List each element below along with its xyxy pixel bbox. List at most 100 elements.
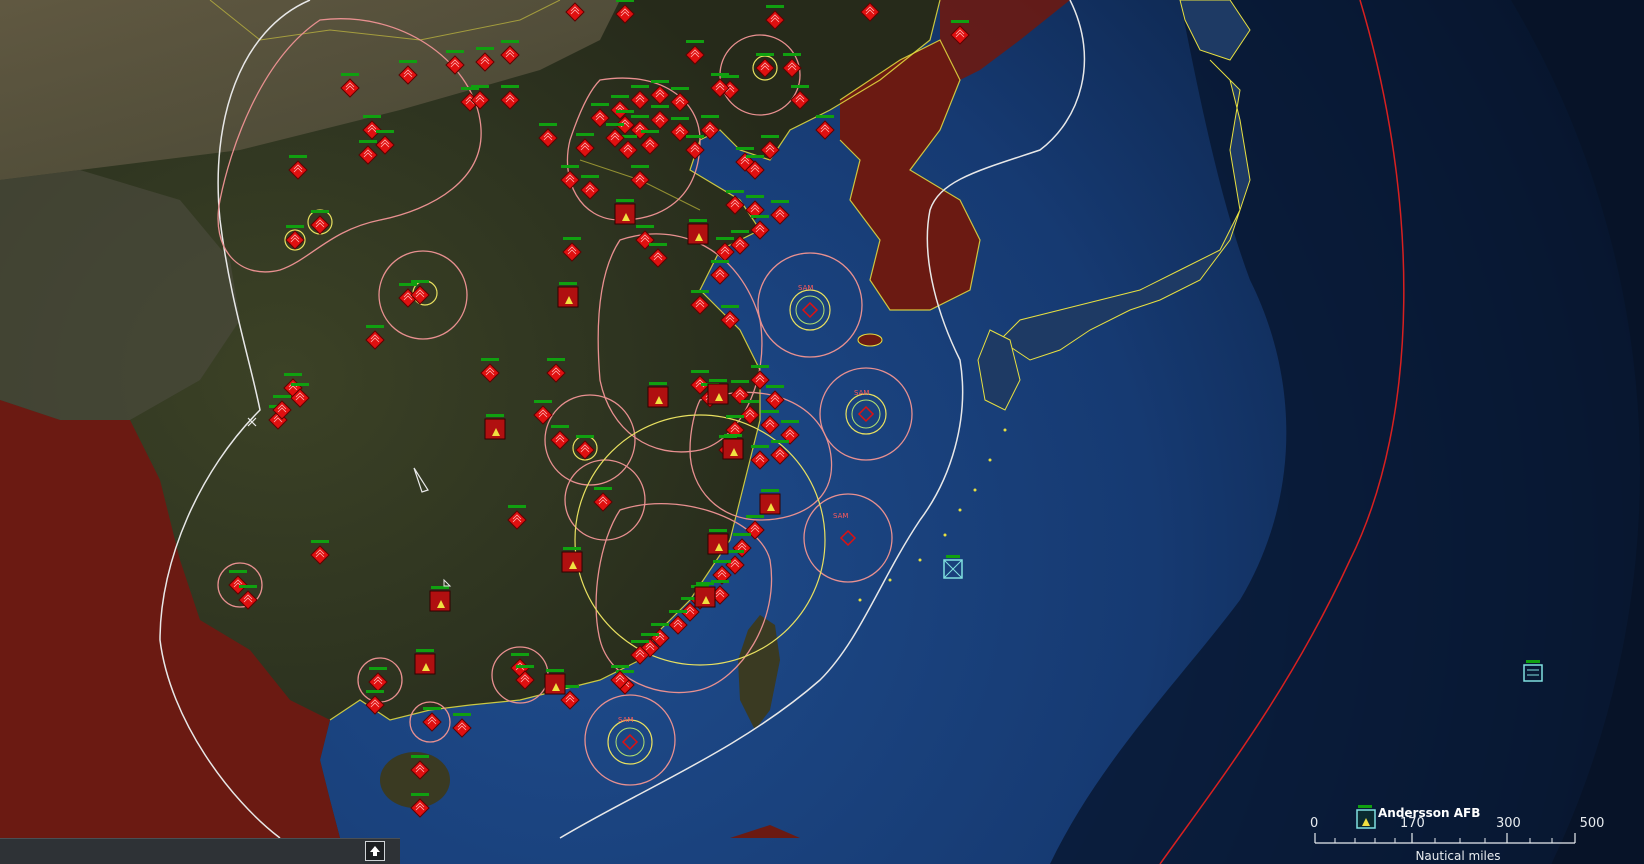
base-marker[interactable]: Andersson AFB bbox=[1356, 805, 1480, 829]
hostile-unit-diamond-icon[interactable] bbox=[640, 130, 660, 155]
hostile-unit-diamond-icon[interactable] bbox=[950, 20, 970, 45]
hostile-unit-diamond-icon[interactable] bbox=[650, 105, 670, 130]
hostile-unit-diamond-icon[interactable] bbox=[538, 123, 558, 148]
red-airbase-icon[interactable] bbox=[429, 586, 451, 612]
red-airbase-icon[interactable] bbox=[722, 434, 744, 460]
hostile-unit-diamond-icon[interactable] bbox=[272, 395, 292, 420]
sea-contact-diamond-icon[interactable] bbox=[801, 301, 819, 319]
hostile-unit-diamond-icon[interactable] bbox=[580, 175, 600, 200]
hostile-unit-diamond-icon[interactable] bbox=[410, 755, 430, 780]
hostile-unit-diamond-icon[interactable] bbox=[782, 53, 802, 78]
hostile-unit-diamond-icon[interactable] bbox=[630, 115, 650, 140]
hostile-unit-diamond-icon[interactable] bbox=[475, 47, 495, 72]
hostile-unit-diamond-icon[interactable] bbox=[815, 115, 835, 140]
hostile-unit-diamond-icon[interactable] bbox=[710, 73, 730, 98]
hostile-unit-diamond-icon[interactable] bbox=[615, 0, 635, 24]
hostile-unit-diamond-icon[interactable] bbox=[630, 85, 650, 110]
red-airbase-icon[interactable] bbox=[414, 649, 436, 675]
hostile-unit-diamond-icon[interactable] bbox=[310, 210, 330, 235]
friendly-airbase-icon[interactable] bbox=[943, 559, 963, 579]
hostile-unit-diamond-icon[interactable] bbox=[593, 487, 613, 512]
hostile-unit-diamond-icon[interactable] bbox=[375, 130, 395, 155]
hostile-unit-diamond-icon[interactable] bbox=[610, 665, 630, 690]
hostile-unit-diamond-icon[interactable] bbox=[445, 50, 465, 75]
hostile-unit-diamond-icon[interactable] bbox=[290, 383, 310, 408]
hostile-unit-diamond-icon[interactable] bbox=[760, 135, 780, 160]
hostile-unit-diamond-icon[interactable] bbox=[575, 435, 595, 460]
hostile-unit-diamond-icon[interactable] bbox=[285, 225, 305, 250]
hostile-unit-diamond-icon[interactable] bbox=[740, 400, 760, 425]
hostile-unit-diamond-icon[interactable] bbox=[422, 707, 442, 732]
hostile-unit-diamond-icon[interactable] bbox=[710, 260, 730, 285]
red-airbase-icon[interactable] bbox=[707, 379, 729, 405]
friendly-units[interactable] bbox=[943, 555, 1543, 682]
hostile-unit-diamond-icon[interactable] bbox=[650, 80, 670, 105]
red-airbase-icon[interactable] bbox=[614, 199, 636, 225]
hostile-unit-diamond-icon[interactable] bbox=[860, 0, 880, 22]
hostile-unit-diamond-icon[interactable] bbox=[670, 117, 690, 142]
hostile-units-layer[interactable] bbox=[228, 0, 970, 818]
hostile-unit-diamond-icon[interactable] bbox=[750, 215, 770, 240]
hostile-unit-diamond-icon[interactable] bbox=[515, 665, 535, 690]
hostile-unit-diamond-icon[interactable] bbox=[668, 610, 688, 635]
hostile-unit-diamond-icon[interactable] bbox=[685, 135, 705, 160]
hostile-unit-diamond-icon[interactable] bbox=[550, 425, 570, 450]
hostile-unit-diamond-icon[interactable] bbox=[362, 115, 382, 140]
hostile-unit-diamond-icon[interactable] bbox=[410, 793, 430, 818]
red-airbase-icon[interactable] bbox=[694, 582, 716, 608]
hostile-unit-diamond-icon[interactable] bbox=[690, 290, 710, 315]
hostile-unit-diamond-icon[interactable] bbox=[750, 365, 770, 390]
hostile-unit-diamond-icon[interactable] bbox=[765, 5, 785, 30]
hostile-unit-diamond-icon[interactable] bbox=[618, 135, 638, 160]
hostile-unit-diamond-icon[interactable] bbox=[730, 230, 750, 255]
hostile-unit-diamond-icon[interactable] bbox=[690, 370, 710, 395]
hostile-unit-diamond-icon[interactable] bbox=[615, 110, 635, 135]
hostile-unit-diamond-icon[interactable] bbox=[765, 385, 785, 410]
hostile-unit-diamond-icon[interactable] bbox=[575, 133, 595, 158]
red-airbase-icon[interactable] bbox=[544, 669, 566, 695]
red-airbase-icon[interactable] bbox=[759, 489, 781, 515]
hostile-unit-diamond-icon[interactable] bbox=[720, 305, 740, 330]
hostile-unit-diamond-icon[interactable] bbox=[340, 73, 360, 98]
hostile-unit-diamond-icon[interactable] bbox=[410, 280, 430, 305]
hostile-unit-diamond-icon[interactable] bbox=[725, 190, 745, 215]
hostile-unit-diamond-icon[interactable] bbox=[228, 570, 248, 595]
hostile-unit-diamond-icon[interactable] bbox=[685, 40, 705, 65]
hostile-unit-diamond-icon[interactable] bbox=[452, 713, 472, 738]
red-airbase-icon[interactable] bbox=[557, 282, 579, 308]
hostile-unit-diamond-icon[interactable] bbox=[780, 420, 800, 445]
aircraft-contact-icon[interactable] bbox=[443, 578, 452, 587]
hostile-unit-diamond-icon[interactable] bbox=[500, 85, 520, 110]
hostile-unit-diamond-icon[interactable] bbox=[700, 115, 720, 140]
hostile-unit-diamond-icon[interactable] bbox=[770, 440, 790, 465]
hostile-unit-diamond-icon[interactable] bbox=[745, 195, 765, 220]
hostile-unit-diamond-icon[interactable] bbox=[470, 85, 490, 110]
waypoint-marker[interactable] bbox=[247, 417, 257, 427]
hostile-unit-diamond-icon[interactable] bbox=[560, 165, 580, 190]
hostile-unit-diamond-icon[interactable] bbox=[560, 685, 580, 710]
friendly-satellite-icon[interactable] bbox=[1523, 664, 1543, 682]
hostile-unit-diamond-icon[interactable] bbox=[546, 358, 566, 383]
hostile-unit-diamond-icon[interactable] bbox=[480, 358, 500, 383]
sea-contact-diamond-icon[interactable] bbox=[857, 405, 875, 423]
hostile-unit-diamond-icon[interactable] bbox=[562, 237, 582, 262]
hostile-unit-diamond-icon[interactable] bbox=[750, 445, 770, 470]
hostile-unit-diamond-icon[interactable] bbox=[712, 560, 732, 585]
hostile-unit-diamond-icon[interactable] bbox=[630, 640, 650, 665]
hostile-unit-diamond-icon[interactable] bbox=[648, 243, 668, 268]
hostile-unit-diamond-icon[interactable] bbox=[790, 85, 810, 110]
hostile-unit-diamond-icon[interactable] bbox=[760, 410, 780, 435]
hostile-unit-diamond-icon[interactable] bbox=[565, 0, 585, 22]
red-airbase-icon[interactable] bbox=[561, 547, 583, 573]
hostile-unit-diamond-icon[interactable] bbox=[288, 155, 308, 180]
hostile-unit-diamond-icon[interactable] bbox=[358, 140, 378, 165]
red-airbase-icon[interactable] bbox=[484, 414, 506, 440]
hostile-unit-diamond-icon[interactable] bbox=[730, 380, 750, 405]
hostile-unit-diamond-icon[interactable] bbox=[398, 60, 418, 85]
hostile-unit-diamond-icon[interactable] bbox=[533, 400, 553, 425]
hostile-unit-diamond-icon[interactable] bbox=[365, 325, 385, 350]
red-airbase-icon[interactable] bbox=[707, 529, 729, 555]
hostile-unit-diamond-icon[interactable] bbox=[365, 690, 385, 715]
hostile-unit-diamond-icon[interactable] bbox=[670, 87, 690, 112]
